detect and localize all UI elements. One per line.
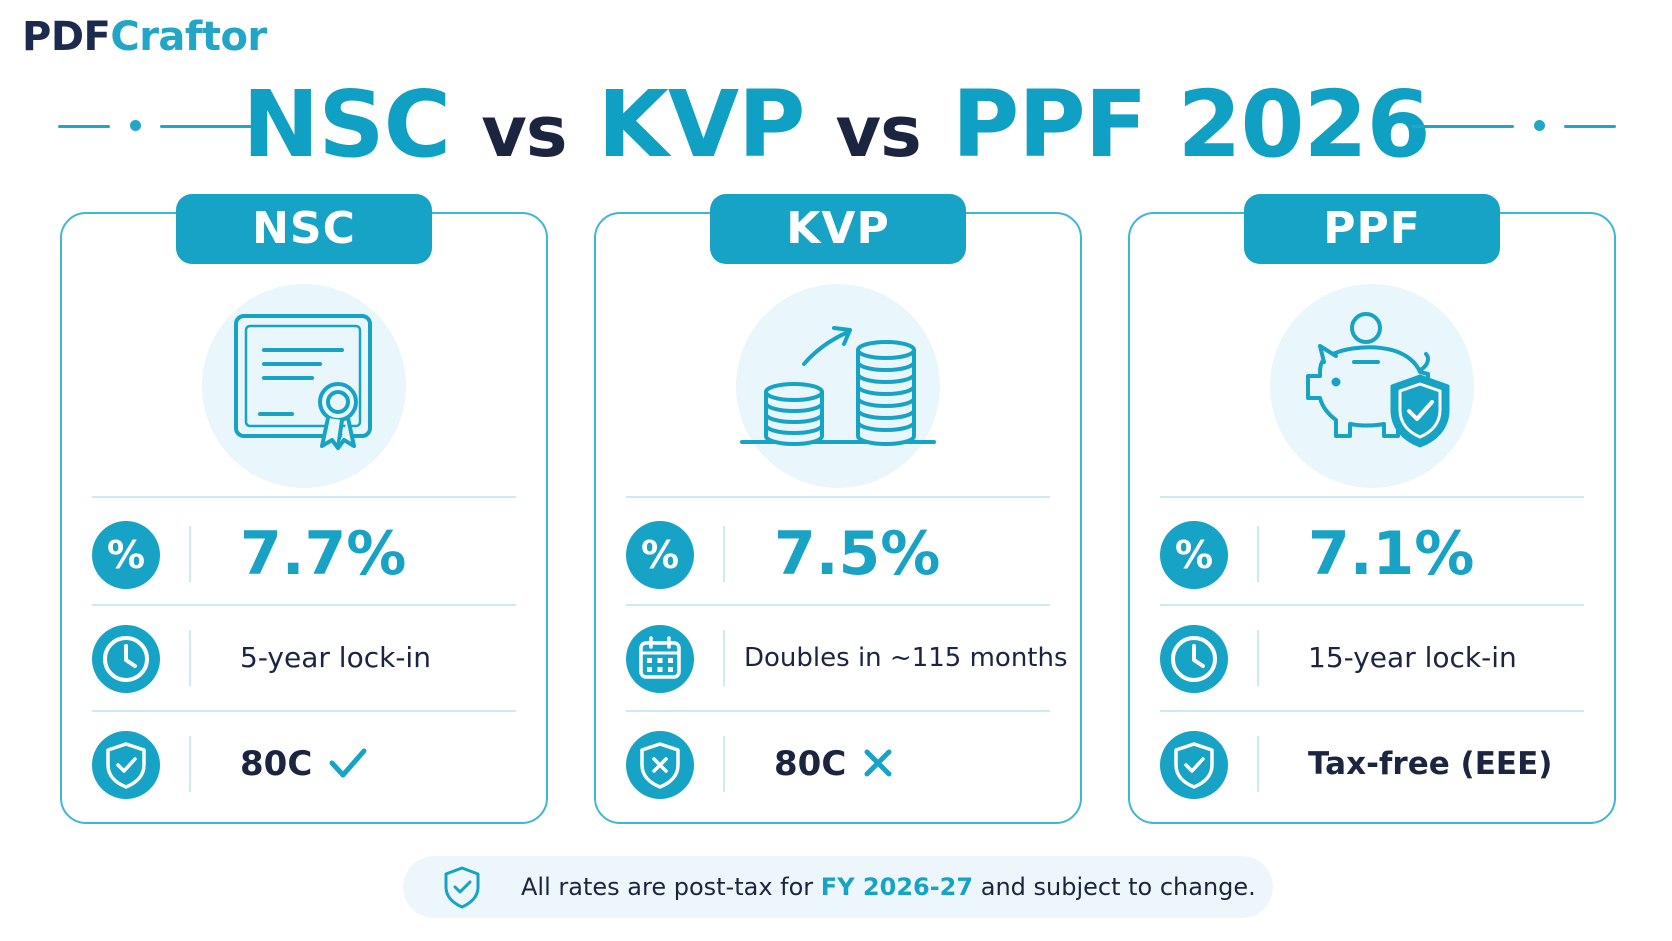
footer-text: All rates are post-tax for FY 2026-27 an…: [521, 856, 1256, 918]
brand-logo: PDFCraftor: [22, 14, 267, 60]
title-kvp: KVP: [597, 71, 806, 178]
footer-note: All rates are post-tax for FY 2026-27 an…: [403, 856, 1273, 918]
page-title: NSC vs KVP vs PPF 2026: [0, 70, 1672, 187]
piggy-bank-shield-icon: [1270, 284, 1474, 488]
card-kvp-label: KVP: [710, 194, 966, 264]
card-kvp-tax-row: 80C: [626, 714, 1050, 814]
card-kvp-tax: 80C: [774, 744, 847, 784]
footer-text-before: All rates are post-tax for: [521, 873, 814, 901]
check-icon: [329, 748, 367, 777]
card-ppf-label: PPF: [1244, 194, 1500, 264]
card-nsc-term-row: 5-year lock-in: [92, 608, 516, 708]
title-vs-2: vs: [835, 91, 921, 173]
card-nsc-rate-row: 7.7%: [92, 504, 516, 604]
clock-icon: [92, 625, 160, 693]
cross-icon: [864, 749, 892, 776]
card-ppf-term-row: 15-year lock-in: [1160, 608, 1584, 708]
card-kvp-rate: 7.5%: [774, 519, 941, 589]
card-ppf-tax-row: Tax-free (EEE): [1160, 714, 1584, 814]
card-ppf-rate: 7.1%: [1308, 519, 1475, 589]
card-nsc-rate: 7.7%: [240, 519, 407, 589]
shield-check-icon: [92, 731, 160, 799]
brand-logo-part1: PDF: [22, 14, 111, 60]
card-ppf-tax: Tax-free (EEE): [1308, 746, 1553, 782]
shield-x-icon: [626, 731, 694, 799]
title-ppf: PPF 2026: [951, 71, 1431, 178]
percent-icon: [1160, 521, 1228, 589]
card-kvp-term: Doubles in ~115 months: [744, 643, 1068, 673]
percent-icon: [626, 521, 694, 589]
card-nsc-tax: 80C: [240, 744, 313, 784]
title-decoration-left: [58, 120, 262, 132]
card-ppf-rate-row: 7.1%: [1160, 504, 1584, 604]
footer-text-after: and subject to change.: [980, 873, 1256, 901]
card-nsc-tax-row: 80C: [92, 714, 516, 814]
card-nsc-label: NSC: [176, 194, 432, 264]
card-kvp: KVP 7.: [594, 194, 1082, 824]
shield-check-icon: [1160, 731, 1228, 799]
title-row: NSC vs KVP vs PPF 2026: [0, 70, 1672, 180]
clock-icon: [1160, 625, 1228, 693]
title-vs-1: vs: [481, 91, 567, 173]
card-ppf: PPF 7.1% 15-year lock-in Tax-: [1128, 194, 1616, 824]
card-ppf-term: 15-year lock-in: [1308, 641, 1517, 674]
calendar-icon: [626, 625, 694, 693]
card-kvp-term-row: Doubles in ~115 months: [626, 608, 1068, 708]
coin-stacks-icon: [736, 284, 940, 488]
title-decoration-right: [1412, 120, 1616, 132]
title-nsc: NSC: [242, 71, 451, 178]
card-nsc: NSC 7.7% 5-year lock-in: [60, 194, 548, 824]
brand-logo-part2: Craftor: [110, 14, 267, 60]
shield-check-icon: [444, 866, 480, 909]
footer-text-highlight: FY 2026-27: [820, 873, 974, 901]
card-kvp-rate-row: 7.5%: [626, 504, 1050, 604]
card-nsc-term: 5-year lock-in: [240, 641, 431, 674]
percent-icon: [92, 521, 160, 589]
certificate-icon: [202, 284, 406, 488]
